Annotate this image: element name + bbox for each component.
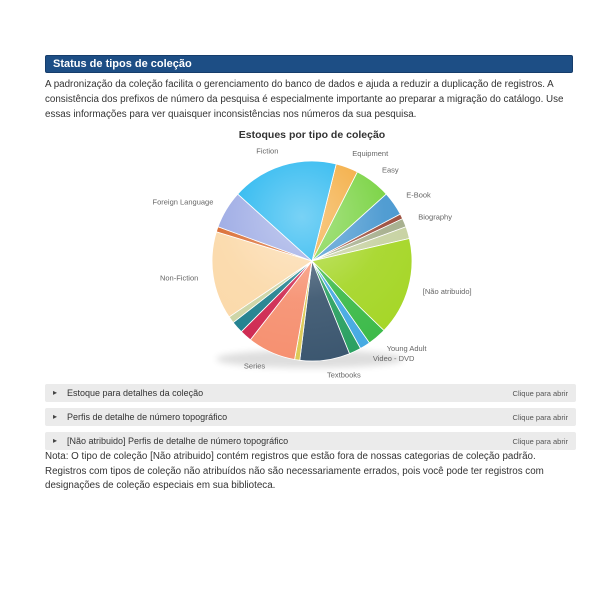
accordion-row-unassigned-callnumber-profiles[interactable]: ▸ [Não atribuido] Perfis de detalhe de n… xyxy=(45,432,576,450)
open-hint: Clique para abrir xyxy=(512,436,568,446)
accordion-label: Perfis de detalhe de número topográfico xyxy=(67,412,228,422)
accordion-row-collection-inventory[interactable]: ▸ Estoque para detalhes da coleção Cliqu… xyxy=(45,384,576,402)
pie-label: Biography xyxy=(418,213,452,222)
expand-arrow-icon: ▸ xyxy=(53,436,58,445)
note-text: Nota: O tipo de coleção [Não atribuido] … xyxy=(45,451,544,491)
pie-label: Video - DVD xyxy=(373,354,415,363)
open-hint: Clique para abrir xyxy=(512,412,568,422)
chart-area: Estoques por tipo de coleção Equipment Ea… xyxy=(0,126,612,384)
page-title: Status de tipos de coleção xyxy=(53,58,192,70)
pie-label: E-Book xyxy=(406,191,431,200)
pie-label: Textbooks xyxy=(327,371,361,380)
accordion-row-callnumber-profiles[interactable]: ▸ Perfis de detalhe de número topográfic… xyxy=(45,408,576,426)
pie-label: Fiction xyxy=(256,147,278,156)
accordion-label: [Não atribuido] Perfis de detalhe de núm… xyxy=(67,436,289,446)
open-hint: Clique para abrir xyxy=(512,388,568,398)
intro-text: A padronização da coleção facilita o ger… xyxy=(45,79,564,120)
pie-label: Young Adult xyxy=(387,344,428,353)
pie-label: Easy xyxy=(382,165,399,174)
page-title-bar: Status de tipos de coleção xyxy=(45,55,573,73)
pie-gloss-overlay xyxy=(212,161,412,361)
chart-title: Estoques por tipo de coleção xyxy=(239,129,385,141)
accordion-label: Estoque para detalhes da coleção xyxy=(67,388,204,398)
pie-label: Foreign Language xyxy=(153,197,214,206)
pie-label: [Não atribuido] xyxy=(423,287,472,296)
pie-label: Equipment xyxy=(352,149,389,158)
pie-label: Series xyxy=(244,362,266,371)
pie-label: Non-Fiction xyxy=(160,274,198,283)
expand-arrow-icon: ▸ xyxy=(53,388,58,397)
collection-pie-chart: Estoques por tipo de coleção Equipment Ea… xyxy=(153,129,472,380)
expand-arrow-icon: ▸ xyxy=(53,412,58,421)
